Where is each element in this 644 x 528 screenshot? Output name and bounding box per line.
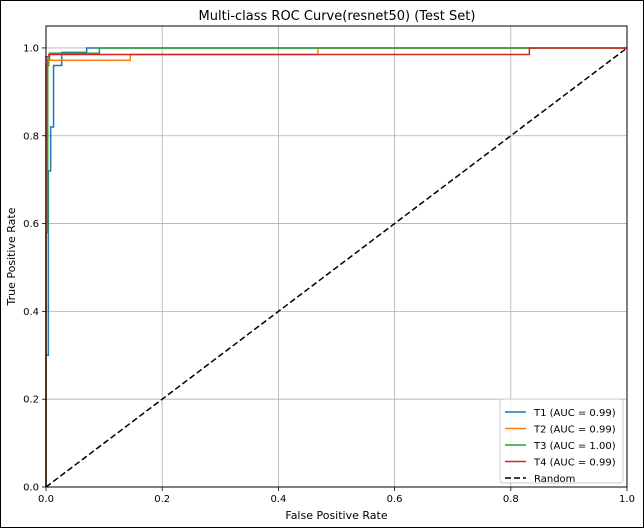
x-axis-label: False Positive Rate [285, 509, 387, 522]
x-tick-label: 0.0 [38, 494, 54, 505]
legend-label-4: T4 (AUC = 0.99) [533, 458, 616, 469]
legend-label-3: T3 (AUC = 1.00) [533, 441, 616, 452]
x-tick-label: 0.6 [387, 494, 403, 505]
y-tick-label: 0.0 [23, 483, 39, 494]
y-tick-label: 0.6 [23, 219, 39, 230]
legend-label-2: T2 (AUC = 0.99) [533, 425, 616, 436]
x-tick-label: 0.8 [503, 494, 519, 505]
y-tick-label: 1.0 [23, 43, 39, 54]
chart-title: Multi-class ROC Curve(resnet50) (Test Se… [199, 9, 476, 24]
y-tick-label: 0.8 [23, 131, 39, 142]
x-tick-label: 1.0 [619, 494, 635, 505]
x-tick-label: 0.2 [154, 494, 170, 505]
legend: T1 (AUC = 0.99) T2 (AUC = 0.99) T3 (AUC = … [500, 399, 623, 485]
y-tick-label: 0.2 [23, 395, 39, 406]
x-tick-label: 0.4 [270, 494, 286, 505]
legend-label-1: T1 (AUC = 0.99) [533, 408, 616, 419]
y-tick-label: 0.4 [23, 307, 39, 318]
y-axis-label: True Positive Rate [5, 207, 18, 306]
legend-label-5: Random [534, 474, 575, 485]
